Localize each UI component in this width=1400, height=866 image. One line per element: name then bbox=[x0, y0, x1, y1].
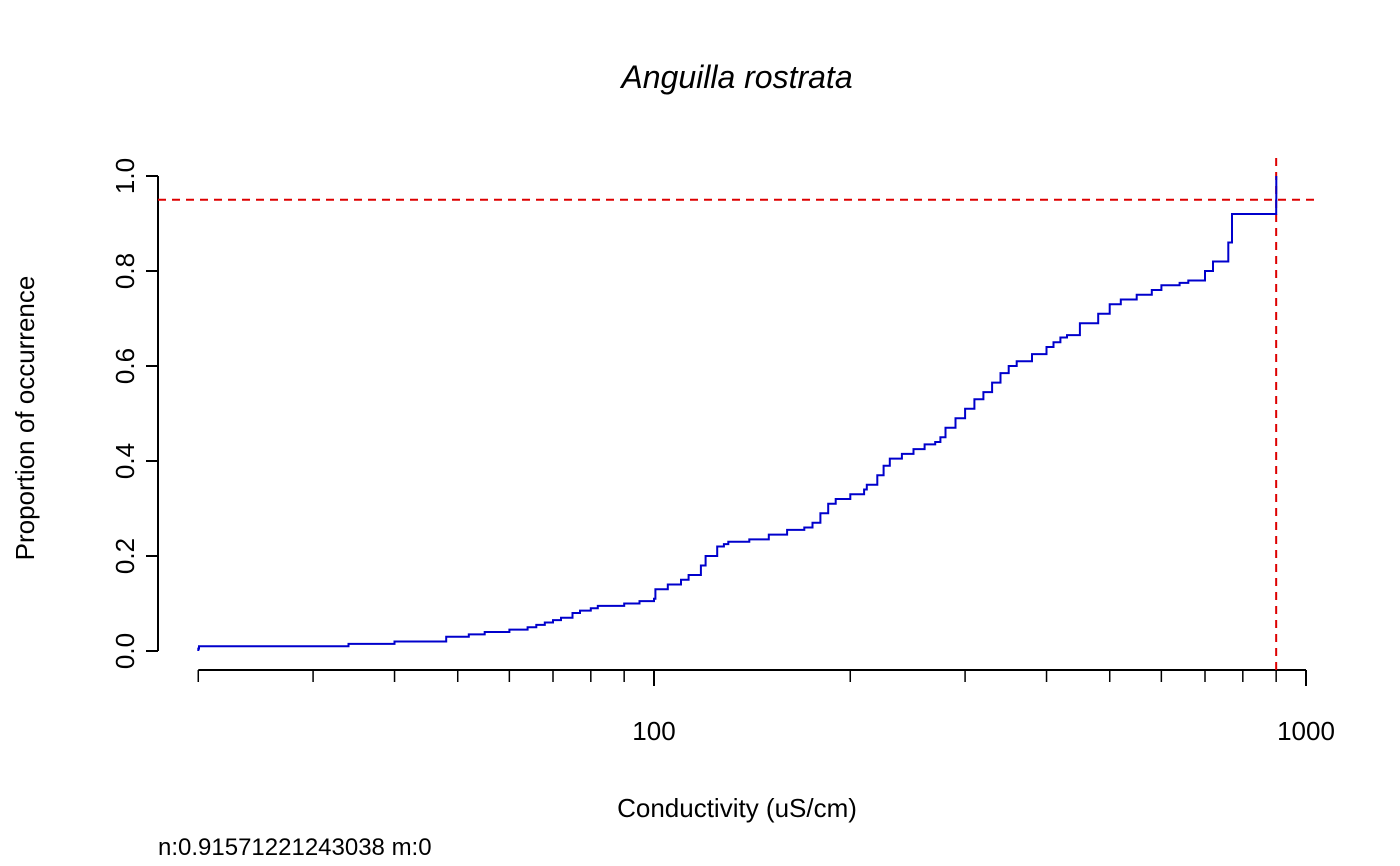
footer-stats-text: n:0.91571221243038 m:0 bbox=[158, 834, 432, 861]
y-tick-label: 0.8 bbox=[110, 253, 140, 289]
y-axis-label: Proportion of occurrence bbox=[10, 276, 40, 561]
y-tick-label: 0.6 bbox=[110, 348, 140, 384]
y-tick-label: 0.2 bbox=[110, 538, 140, 574]
x-axis-label: Conductivity (uS/cm) bbox=[617, 793, 857, 823]
y-tick-label: 1.0 bbox=[110, 158, 140, 194]
series-step-line bbox=[197, 176, 1278, 651]
y-tick-label: 0.4 bbox=[110, 443, 140, 479]
chart-title: Anguilla rostrata bbox=[619, 59, 852, 95]
x-tick-label: 1000 bbox=[1277, 716, 1335, 746]
y-tick-label: 0.0 bbox=[110, 633, 140, 669]
x-tick-label: 100 bbox=[632, 716, 675, 746]
plot-area: 0.0 0.2 0.4 0.6 0.8 1.0 100 1000 bbox=[110, 158, 1335, 746]
